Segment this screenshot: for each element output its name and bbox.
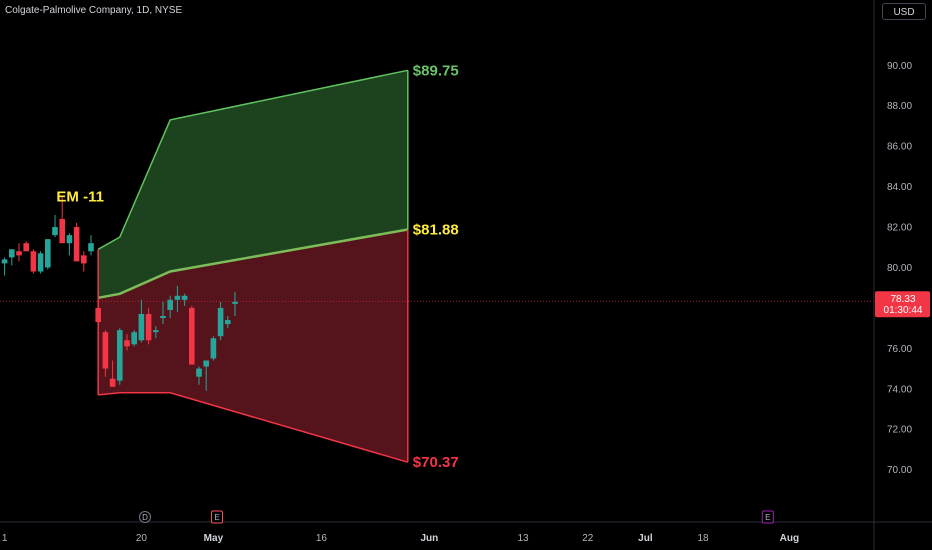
band-labels: EM -11 $89.75 $81.88 $70.37 xyxy=(56,62,458,471)
candlestick-series xyxy=(1,196,238,391)
candle-body xyxy=(9,249,15,258)
candle-body xyxy=(59,218,65,244)
dividend-marker-icon xyxy=(139,511,151,523)
upper-band-area xyxy=(98,70,408,298)
time-tick-label: 16 xyxy=(316,533,328,544)
candle-body xyxy=(174,295,181,300)
currency-button[interactable]: USD xyxy=(882,3,926,20)
time-tick-label: 20 xyxy=(136,533,148,544)
candle-body xyxy=(160,316,166,319)
candle-body xyxy=(95,307,101,323)
candle-body xyxy=(167,299,173,310)
price-badge-background xyxy=(875,291,930,318)
price-badge-value: 78.33 xyxy=(890,294,915,305)
candle-body xyxy=(109,378,116,387)
candle-body xyxy=(52,227,58,236)
candle-body xyxy=(145,313,152,341)
upper-price-label: $89.75 xyxy=(413,62,459,79)
event-marker-label: E xyxy=(214,513,219,522)
mid-price-label: $81.88 xyxy=(413,221,459,238)
candle-body xyxy=(138,313,145,341)
time-tick-label: 13 xyxy=(517,533,529,544)
event-marker-label: D xyxy=(142,513,148,522)
candle-body xyxy=(225,320,231,325)
lower-band-area xyxy=(98,229,408,463)
price-tick-label: 80.00 xyxy=(887,263,912,274)
candle-body xyxy=(37,253,44,272)
candle-body xyxy=(203,360,209,367)
candle-body xyxy=(23,243,29,252)
candle-body xyxy=(181,295,188,300)
candle-body xyxy=(66,235,73,244)
price-tick-label: 74.00 xyxy=(887,384,912,395)
time-tick-label: Aug xyxy=(780,533,799,544)
time-tick-label: 18 xyxy=(697,533,709,544)
price-tick-label: 86.00 xyxy=(887,142,912,153)
price-tick-label: 84.00 xyxy=(887,182,912,193)
chart-title: Colgate-Palmolive Company, 1D, NYSE xyxy=(5,5,183,16)
time-tick-label: 22 xyxy=(582,533,594,544)
price-tick-label: 70.00 xyxy=(887,465,912,476)
candle-body xyxy=(189,307,195,365)
em-label: EM -11 xyxy=(56,189,104,206)
expected-move-bands xyxy=(97,69,409,463)
candle-body xyxy=(153,330,159,333)
candle-body xyxy=(210,338,217,359)
earnings-marker-icon xyxy=(211,510,223,524)
price-axis[interactable]: 70.0072.0074.0076.0078.0080.0082.0084.00… xyxy=(887,61,912,476)
candle-body xyxy=(16,251,22,256)
candle-body xyxy=(117,330,123,381)
time-axis[interactable]: 1 20 May 16 Jun 13 22 Jul 18 Aug xyxy=(2,533,799,544)
upper-band-line xyxy=(97,69,408,250)
time-tick-label: 1 xyxy=(2,533,8,544)
time-tick-label: May xyxy=(204,533,224,544)
event-marker-label: E xyxy=(765,513,770,522)
lower-price-label: $70.37 xyxy=(413,454,459,471)
lower-band-line xyxy=(98,392,409,463)
candle-body xyxy=(102,332,109,369)
price-tick-label: 76.00 xyxy=(887,344,912,355)
candle-body xyxy=(124,340,130,347)
candle-body xyxy=(30,251,37,272)
mid-band-line xyxy=(97,228,409,300)
candle-body xyxy=(232,301,238,304)
candle-body xyxy=(131,332,137,345)
earnings-marker-icon xyxy=(761,510,774,524)
price-tick-label: 90.00 xyxy=(887,61,912,72)
time-tick-label: Jul xyxy=(638,533,653,544)
price-tick-label: 82.00 xyxy=(887,223,912,234)
current-price-badge: 78.33 01:30:44 xyxy=(875,291,930,318)
candle-body xyxy=(217,307,224,337)
candle-body xyxy=(45,239,51,268)
price-tick-label: 88.00 xyxy=(887,101,912,112)
time-tick-label: Jun xyxy=(421,533,439,544)
price-badge-countdown: 01:30:44 xyxy=(884,305,923,316)
candle-body xyxy=(81,255,87,264)
candle-body xyxy=(88,243,94,252)
candle-body xyxy=(1,259,8,264)
candle-body xyxy=(196,368,202,377)
price-tick-label: 72.00 xyxy=(887,425,912,436)
candle-body xyxy=(73,227,80,262)
